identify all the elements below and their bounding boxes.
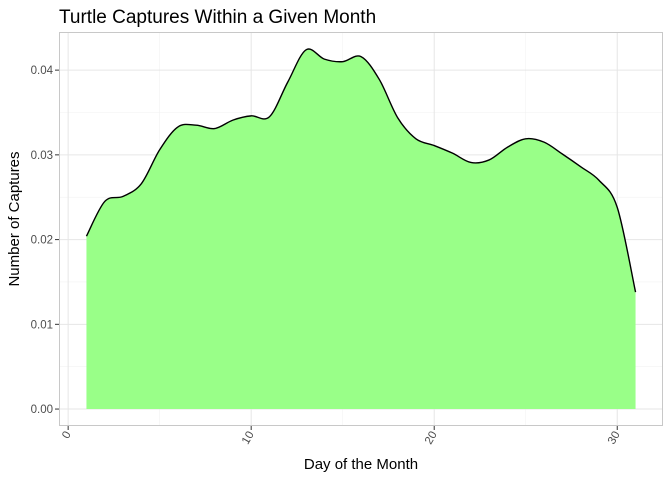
density-area <box>86 49 636 410</box>
x-axis: 0 10 20 30 <box>60 426 623 447</box>
x-tick-label: 20 <box>423 430 440 447</box>
x-tick-label: 30 <box>606 430 623 447</box>
data-layer <box>85 48 637 410</box>
x-tick-label: 0 <box>60 430 74 442</box>
y-tick-label: 0.02 <box>31 235 53 247</box>
x-tick-label: 10 <box>240 430 257 447</box>
y-tick-label: 0.03 <box>31 150 53 162</box>
panel-border <box>59 32 663 426</box>
x-axis-title: Day of the Month <box>304 456 418 473</box>
y-tick-label: 0.01 <box>31 319 53 331</box>
y-axis-title: Number of Captures <box>6 151 23 286</box>
chart-title: Turtle Captures Within a Given Month <box>59 7 376 28</box>
y-tick-label: 0.04 <box>31 65 54 77</box>
y-axis: 0.00 0.01 0.02 0.03 0.04 <box>31 65 59 416</box>
y-tick-label: 0.00 <box>31 404 53 416</box>
density-line <box>85 48 637 293</box>
panel-frame <box>59 32 663 426</box>
